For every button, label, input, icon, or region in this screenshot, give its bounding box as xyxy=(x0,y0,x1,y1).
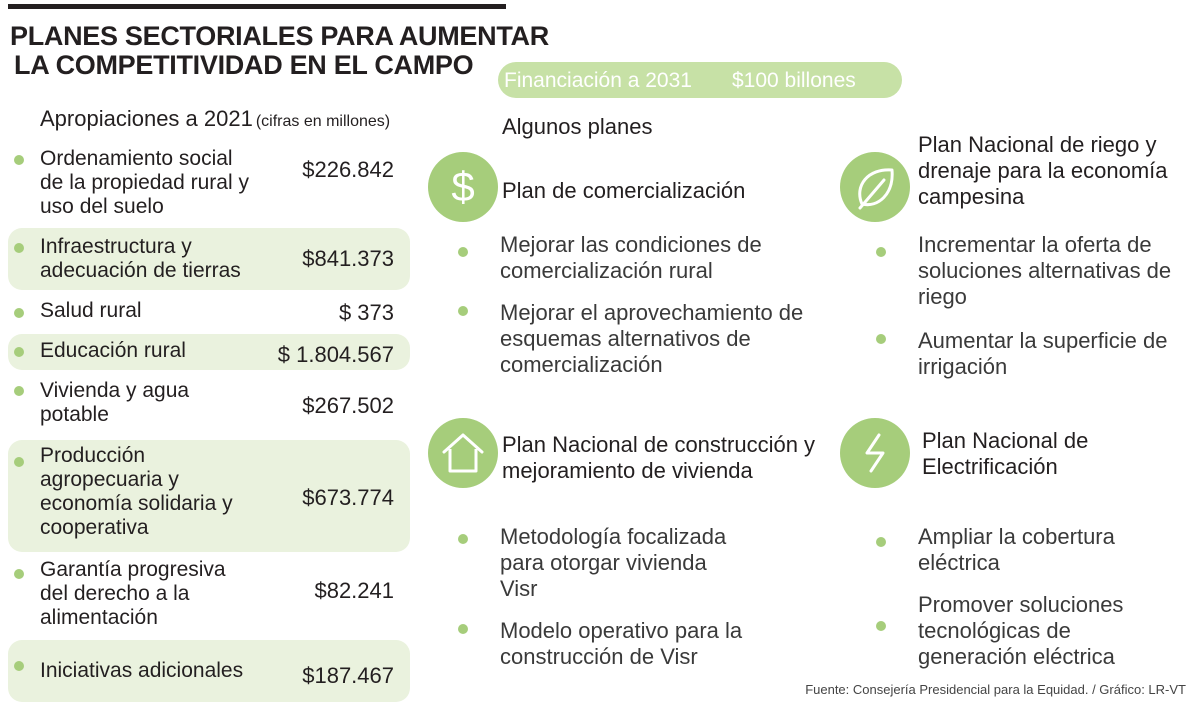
plan-point-text: Aumentar la superficie de irrigación xyxy=(918,328,1168,379)
plan-title-electrificacion: Plan Nacional de Electrificación xyxy=(922,428,1089,479)
plan-point-text: Promover soluciones tecnológicas de gene… xyxy=(918,592,1124,669)
bullet-dot xyxy=(14,569,24,579)
appropriation-label: Educación rural xyxy=(40,339,186,362)
bullet-dot xyxy=(14,155,24,165)
financing-label: Financiación a 2031 xyxy=(504,69,692,92)
appropriations-heading: Apropiaciones a 2021 (cifras en millones) xyxy=(40,106,390,132)
plan-point-text: Metodología focalizada para otorgar vivi… xyxy=(500,524,727,601)
bullet-dot xyxy=(458,306,468,316)
appropriation-row-ordenamiento: Ordenamiento social de la propiedad rura… xyxy=(8,144,410,224)
appropriation-row-educacion: Educación rural $ 1.804.567 xyxy=(8,334,410,370)
source-credit: Fuente: Consejería Presidencial para la … xyxy=(805,682,1186,697)
appropriation-label: Salud rural xyxy=(40,299,142,322)
appropriation-label: Iniciativas adicionales xyxy=(40,659,244,682)
page-title: PLANES SECTORIALES PARA AUMENTAR LA COMP… xyxy=(10,22,549,80)
dollar-icon: $ xyxy=(428,152,498,222)
bullet-dot xyxy=(14,347,24,357)
title-line-2: LA COMPETITIVIDAD EN EL CAMPO xyxy=(14,50,474,80)
plan-point-text: Mejorar el aprovechamiento de esquemas a… xyxy=(500,300,804,377)
title-line-1: PLANES SECTORIALES PARA AUMENTAR xyxy=(10,21,549,51)
bullet-dot xyxy=(876,247,886,257)
appropriation-row-garantia: Garantía progresiva del derecho a la ali… xyxy=(8,556,410,636)
svg-text:$: $ xyxy=(451,163,474,210)
appropriation-label: Garantía progresiva del derecho a la ali… xyxy=(40,558,226,629)
appropriation-amount: $673.774 xyxy=(302,485,394,510)
top-rule xyxy=(8,4,506,9)
plan-point-text: Incrementar la oferta de soluciones alte… xyxy=(918,232,1172,309)
appropriation-label: Infraestructura y adecuación de tierras xyxy=(40,235,241,282)
appropriation-row-produccion: Producción agropecuaria y economía solid… xyxy=(8,440,410,552)
plan-title-vivienda: Plan Nacional de construcción y mejorami… xyxy=(502,432,816,483)
house-icon xyxy=(428,418,498,488)
plan-point-text: Modelo operativo para la construcción de… xyxy=(500,618,743,669)
appropriations-units-note: (cifras en millones) xyxy=(255,113,391,130)
appropriation-label: Vivienda y agua potable xyxy=(40,379,190,426)
plan-title-riego: Plan Nacional de riego y drenaje para la… xyxy=(918,132,1168,209)
appropriation-amount: $82.241 xyxy=(314,578,394,603)
plan-point-text: Mejorar las condiciones de comercializac… xyxy=(500,232,762,283)
bullet-dot xyxy=(876,537,886,547)
bullet-dot xyxy=(458,247,468,257)
bullet-dot xyxy=(14,661,24,671)
appropriation-row-vivienda: Vivienda y agua potable $267.502 xyxy=(8,374,410,432)
appropriation-amount: $187.467 xyxy=(302,663,394,688)
appropriation-label: Ordenamiento social de la propiedad rura… xyxy=(40,147,249,218)
leaf-icon xyxy=(840,152,910,222)
plan-point-text: Ampliar la cobertura eléctrica xyxy=(918,524,1115,575)
appropriation-amount: $ 373 xyxy=(338,300,394,325)
lightning-icon xyxy=(840,418,910,488)
appropriation-label: Producción agropecuaria y economía solid… xyxy=(40,444,233,539)
bullet-dot xyxy=(14,308,24,318)
appropriation-row-salud: Salud rural $ 373 xyxy=(8,294,410,328)
bullet-dot xyxy=(458,624,468,634)
appropriation-row-infraestructura: Infraestructura y adecuación de tierras … xyxy=(8,228,410,290)
bullet-dot xyxy=(458,534,468,544)
plans-heading: Algunos planes xyxy=(502,114,653,139)
financing-badge: Financiación a 2031 $100 billones xyxy=(498,62,902,98)
bullet-dot xyxy=(876,621,886,631)
bullet-dot xyxy=(14,243,24,253)
appropriation-amount: $841.373 xyxy=(302,246,394,271)
plan-title-comercializacion: Plan de comercialización xyxy=(502,178,746,203)
bullet-dot xyxy=(14,457,24,467)
bullet-dot xyxy=(14,386,24,396)
appropriation-amount: $ 1.804.567 xyxy=(277,342,394,367)
appropriation-amount: $226.842 xyxy=(302,157,394,182)
bullet-dot xyxy=(876,334,886,344)
appropriation-amount: $267.502 xyxy=(302,393,394,418)
appropriation-row-iniciativas: Iniciativas adicionales $187.467 xyxy=(8,640,410,702)
financing-value: $100 billones xyxy=(732,69,856,92)
appropriations-heading-text: Apropiaciones a 2021 xyxy=(40,106,253,131)
